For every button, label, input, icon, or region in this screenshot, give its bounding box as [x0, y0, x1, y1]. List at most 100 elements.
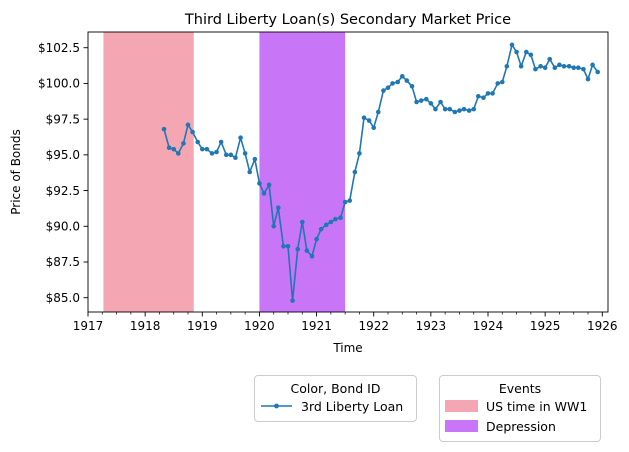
data-point	[418, 98, 424, 103]
y-tick-label: $97.5	[46, 112, 80, 126]
legend-item-3rd-liberty-loan: 3rd Liberty Loan	[260, 396, 416, 416]
data-point	[438, 99, 443, 105]
data-point	[466, 108, 472, 113]
data-point	[461, 106, 467, 112]
data-point	[318, 226, 324, 232]
y-tick-label: $87.5	[46, 255, 80, 269]
legend-label-3rd-liberty-loan: 3rd Liberty Loan	[301, 398, 404, 414]
data-point	[309, 253, 315, 259]
data-point	[442, 106, 448, 112]
data-point	[518, 63, 524, 69]
y-axis: $85.0 $87.5 $90.0 $92.5 $95.0 $97.5 $100.0 $102…	[38, 41, 88, 305]
y-tick-label: $92.5	[46, 184, 80, 198]
data-point	[338, 215, 343, 221]
x-tick-label: 1922	[358, 319, 389, 333]
data-point	[223, 152, 229, 158]
data-point	[314, 236, 319, 242]
event-bands	[103, 32, 346, 312]
y-tick-label: $85.0	[46, 291, 80, 305]
data-point	[447, 106, 453, 112]
chart-title: Third Liberty Loan(s) Secondary Market P…	[184, 12, 511, 28]
events-legend: Events US time in WW1 Depression	[439, 375, 601, 442]
data-point	[214, 149, 219, 155]
series-legend: Color, Bond ID 3rd Liberty Loan	[254, 375, 417, 422]
series-legend-title: Color, Bond ID	[290, 381, 381, 396]
data-point	[357, 151, 362, 156]
data-point	[557, 62, 562, 68]
data-point	[371, 125, 377, 131]
data-point	[595, 69, 601, 75]
data-point	[452, 109, 458, 115]
data-point	[257, 181, 262, 186]
x-tick-label: 1925	[530, 319, 561, 333]
data-point	[238, 135, 243, 141]
data-point	[514, 49, 519, 55]
data-point	[218, 139, 224, 145]
data-point	[590, 62, 595, 68]
series-line-0	[163, 44, 599, 302]
data-point	[390, 81, 395, 86]
data-point	[481, 95, 486, 101]
x-tick-label: 1919	[187, 319, 218, 333]
data-point	[342, 199, 348, 205]
y-tick-label: $102.5	[38, 41, 80, 55]
series-layer	[161, 42, 601, 303]
data-point	[333, 216, 338, 222]
data-point	[428, 101, 434, 106]
data-point	[499, 79, 505, 85]
data-point	[266, 182, 272, 188]
data-point	[457, 108, 462, 113]
data-point	[252, 156, 258, 162]
data-point	[561, 63, 567, 69]
data-point	[366, 118, 372, 123]
data-point	[475, 93, 481, 99]
data-point	[295, 246, 301, 252]
data-point	[171, 146, 177, 152]
data-point	[247, 169, 253, 175]
data-point	[233, 155, 238, 161]
data-point	[352, 169, 358, 175]
x-tick-label: 1923	[416, 319, 447, 333]
data-point	[533, 66, 538, 72]
data-point	[490, 91, 495, 96]
x-tick-label: 1920	[244, 319, 275, 333]
data-point	[523, 49, 529, 55]
event-band-0	[103, 32, 194, 312]
data-point	[166, 145, 172, 151]
data-point	[328, 219, 334, 225]
x-tick-label: 1924	[473, 319, 504, 333]
data-point	[299, 219, 305, 225]
data-point	[399, 73, 405, 79]
y-tick-label: $100.0	[38, 77, 80, 91]
data-point	[538, 63, 543, 69]
data-point	[571, 65, 577, 71]
legend-label-ww1: US time in WW1	[486, 398, 588, 414]
ww1-swatch-icon	[445, 400, 478, 412]
x-tick-label: 1926	[587, 319, 618, 333]
data-point	[375, 109, 381, 115]
data-point	[161, 126, 167, 132]
plot-frame	[87, 31, 609, 313]
data-point	[509, 42, 515, 48]
data-point	[471, 106, 477, 112]
data-point	[381, 88, 386, 93]
legend-item-ww1: US time in WW1	[445, 396, 600, 416]
data-point	[414, 99, 419, 105]
data-point	[585, 76, 591, 82]
data-point	[199, 146, 205, 152]
data-point	[385, 85, 391, 91]
legend-item-depression: Depression	[445, 416, 600, 436]
data-point	[504, 63, 510, 69]
data-point	[423, 96, 429, 102]
event-band-1	[259, 32, 346, 312]
data-point	[290, 298, 295, 303]
data-point	[581, 66, 586, 72]
data-point	[271, 223, 277, 229]
data-point	[361, 115, 367, 121]
data-point	[304, 248, 310, 253]
data-point	[228, 152, 234, 158]
depression-swatch-icon	[445, 420, 478, 432]
data-point	[347, 198, 353, 203]
data-point	[433, 106, 438, 112]
